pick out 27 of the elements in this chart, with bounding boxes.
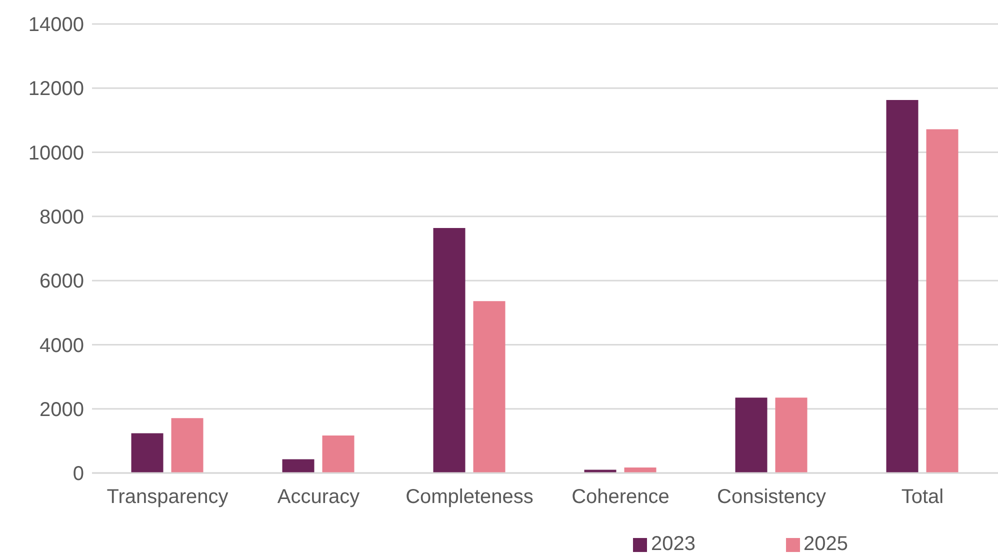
legend-label: 2023	[651, 533, 696, 555]
y-tick-label: 6000	[40, 270, 84, 293]
x-tick-label: Coherence	[572, 486, 670, 508]
bar	[735, 398, 768, 473]
x-tick-label: Total	[901, 486, 944, 508]
bar	[282, 459, 314, 473]
bar	[131, 433, 164, 473]
y-tick-label: 10000	[28, 142, 84, 164]
bar	[171, 418, 204, 473]
y-tick-label: 0	[72, 463, 84, 486]
bar	[926, 129, 958, 473]
legend-label: 2025	[804, 533, 848, 555]
bar	[886, 100, 918, 473]
x-tick-label: Accuracy	[277, 486, 360, 508]
y-tick-label: 12000	[28, 78, 84, 100]
x-tick-label: Completeness	[406, 486, 534, 508]
bar	[322, 435, 354, 473]
y-tick-label: 8000	[40, 206, 84, 229]
x-tick-label: Consistency	[717, 486, 826, 508]
y-tick-label: 2000	[40, 398, 84, 421]
bar	[775, 398, 808, 473]
y-tick-label: 4000	[40, 334, 84, 357]
bar	[433, 228, 466, 473]
y-tick-label: 14000	[28, 14, 84, 36]
x-tick-label: Transparency	[106, 486, 228, 508]
bar	[624, 468, 656, 473]
bar	[473, 301, 506, 473]
